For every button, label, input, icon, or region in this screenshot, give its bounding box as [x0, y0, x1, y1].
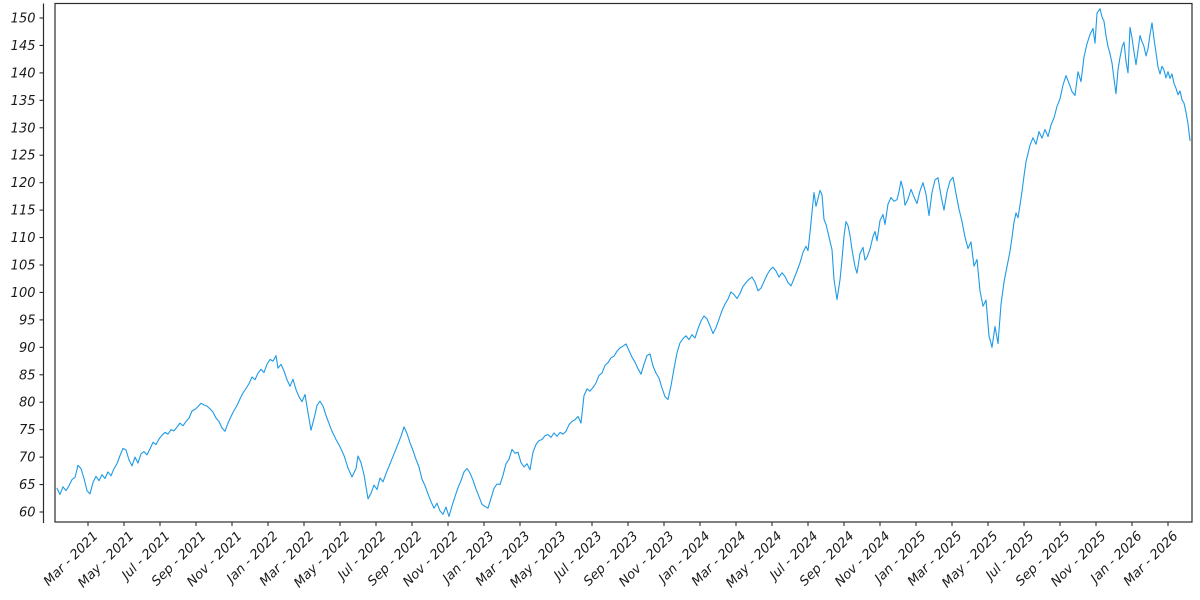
- y-tick-label: 65: [19, 478, 36, 493]
- y-tick-label: 140: [11, 66, 36, 81]
- y-tick-label: 105: [11, 258, 36, 273]
- y-tick-label: 90: [19, 341, 36, 356]
- y-tick-label: 85: [19, 368, 36, 383]
- y-tick-label: 125: [11, 149, 36, 164]
- y-tick-label: 135: [11, 94, 36, 109]
- y-tick-label: 60: [19, 506, 36, 521]
- y-tick-label: 75: [19, 423, 36, 438]
- y-tick-label: 70: [19, 451, 36, 466]
- y-tick-label: 130: [11, 121, 36, 136]
- y-tick-label: 80: [19, 396, 36, 411]
- y-tick-label: 120: [11, 176, 36, 191]
- y-tick-label: 100: [11, 286, 36, 301]
- y-tick-label: 110: [11, 231, 36, 246]
- price-line: [56, 8, 1191, 517]
- y-tick-label: 115: [11, 204, 36, 219]
- plot-border: [54, 2, 1193, 523]
- y-tick-label: 150: [11, 11, 36, 26]
- y-tick-label: 145: [11, 39, 36, 54]
- y-tick-label: 95: [19, 313, 36, 328]
